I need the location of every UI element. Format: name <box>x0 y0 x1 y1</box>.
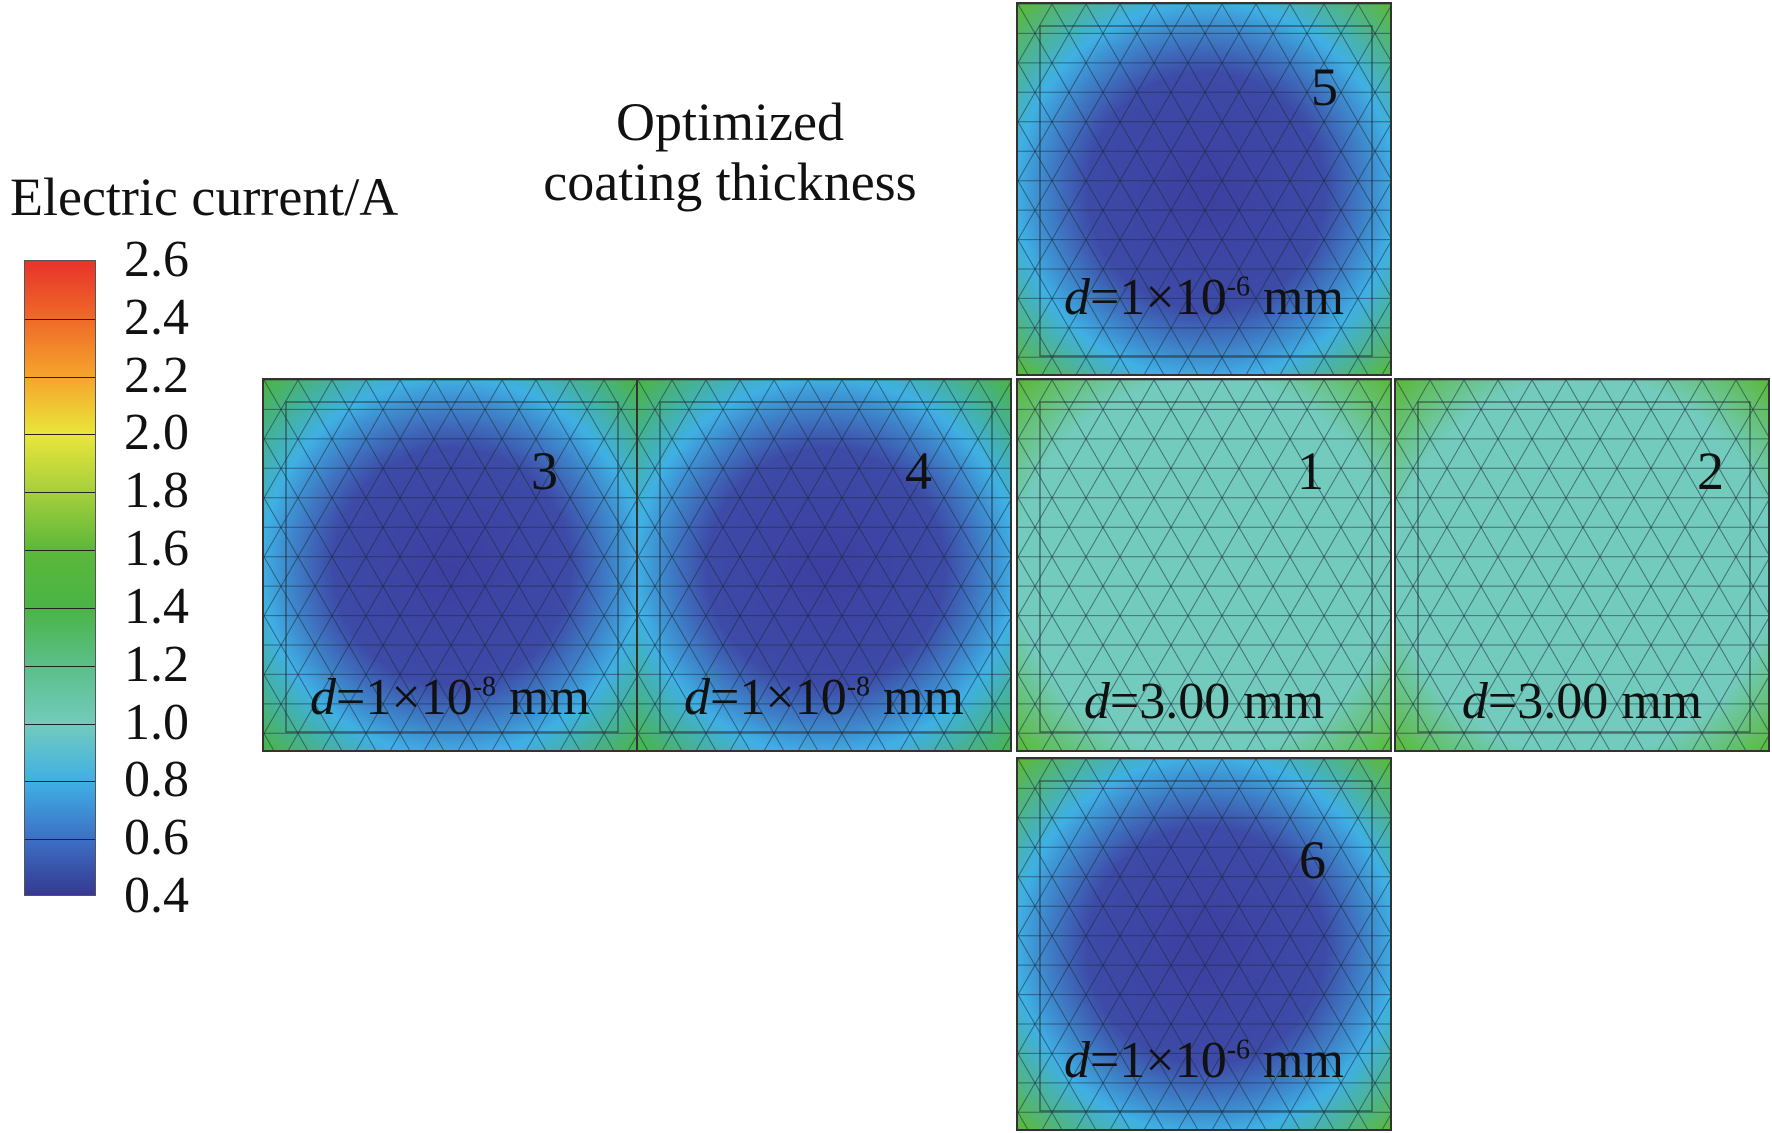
face-6: 6 d=1×10-6 mm <box>1016 757 1392 1131</box>
colorbar-tick-label: 0.4 <box>124 867 189 924</box>
face-3: 3 d=1×10-8 mm <box>262 378 638 752</box>
colorbar-segment <box>25 434 95 493</box>
colorbar-tick-label: 1.8 <box>124 462 189 520</box>
face-thickness-label: d=1×10-8 mm <box>638 672 1010 724</box>
thickness-exponent: -8 <box>846 671 871 703</box>
thickness-unit: mm <box>870 669 964 726</box>
thickness-symbol: d <box>1083 673 1110 730</box>
face-thickness-label: d=1×10-6 mm <box>1018 1035 1390 1087</box>
thickness-symbol: d <box>310 669 337 726</box>
legend-title: Electric current/A <box>10 167 399 227</box>
thickness-exponent: -8 <box>472 671 497 703</box>
face-field <box>1018 4 1390 374</box>
colorbar-segment <box>25 723 95 782</box>
face-4: 4 d=1×10-8 mm <box>636 378 1012 752</box>
face-number: 5 <box>1311 57 1338 117</box>
colorbar-segment <box>25 839 95 895</box>
colorbar-segment <box>25 665 95 724</box>
figure-title-line-2: coating thickness <box>543 152 917 212</box>
thickness-value: =1×10 <box>1090 1032 1227 1089</box>
face-number: 2 <box>1697 441 1724 501</box>
figure-title: Optimized coating thickness <box>500 92 960 212</box>
thickness-symbol: d <box>1461 673 1488 730</box>
colorbar-segment <box>25 318 95 377</box>
colorbar-tick-label: 1.4 <box>124 577 189 635</box>
face-number: 4 <box>905 441 932 501</box>
face-2: 2 d=3.00 mm <box>1394 378 1770 752</box>
colorbar-segment <box>25 376 95 435</box>
thickness-value: =1×10 <box>1090 269 1227 326</box>
thickness-symbol: d <box>1064 1032 1091 1089</box>
face-number: 3 <box>531 441 558 501</box>
thickness-symbol: d <box>1064 269 1091 326</box>
face-thickness-label: d=1×10-6 mm <box>1018 272 1390 324</box>
colorbar-tick-label: 2.0 <box>124 404 189 462</box>
thickness-value: =1×10 <box>710 669 847 726</box>
face-number: 6 <box>1299 830 1326 890</box>
face-field <box>264 380 636 750</box>
thickness-unit: mm <box>1250 269 1344 326</box>
face-field <box>1396 380 1768 750</box>
colorbar-segment <box>25 781 95 840</box>
face-thickness-label: d=3.00 mm <box>1396 676 1768 728</box>
thickness-exponent: -6 <box>1226 271 1251 303</box>
thickness-symbol: d <box>684 669 711 726</box>
face-5: 5 d=1×10-6 mm <box>1016 2 1392 376</box>
colorbar-tick-label: 1.0 <box>124 693 189 751</box>
colorbar-tick-label: 2.2 <box>124 346 189 404</box>
face-number: 1 <box>1297 441 1324 501</box>
face-thickness-label: d=3.00 mm <box>1018 676 1390 728</box>
colorbar-tick-label: 1.6 <box>124 520 189 578</box>
thickness-value: =3.00 mm <box>1487 673 1703 730</box>
thickness-value: =1×10 <box>336 669 473 726</box>
thickness-unit: mm <box>1250 1032 1344 1089</box>
face-field <box>1018 380 1390 750</box>
colorbar-tick-label: 2.6 <box>124 231 189 288</box>
colorbar-tick-label: 2.4 <box>124 288 189 346</box>
thickness-unit: mm <box>496 669 590 726</box>
figure-title-line-1: Optimized <box>616 92 844 152</box>
colorbar-tick-label: 1.2 <box>124 635 189 693</box>
face-1: 1 d=3.00 mm <box>1016 378 1392 752</box>
colorbar <box>24 260 96 896</box>
face-field <box>638 380 1010 750</box>
face-field <box>1018 759 1390 1129</box>
colorbar-tick-label: 0.8 <box>124 751 189 809</box>
thickness-exponent: -6 <box>1226 1034 1251 1066</box>
colorbar-segment <box>25 550 95 608</box>
colorbar-segment <box>25 261 95 319</box>
colorbar-segment <box>25 607 95 666</box>
thickness-value: =3.00 mm <box>1109 673 1325 730</box>
face-thickness-label: d=1×10-8 mm <box>264 672 636 724</box>
colorbar-segment <box>25 492 95 551</box>
colorbar-tick-label: 0.6 <box>124 809 189 867</box>
